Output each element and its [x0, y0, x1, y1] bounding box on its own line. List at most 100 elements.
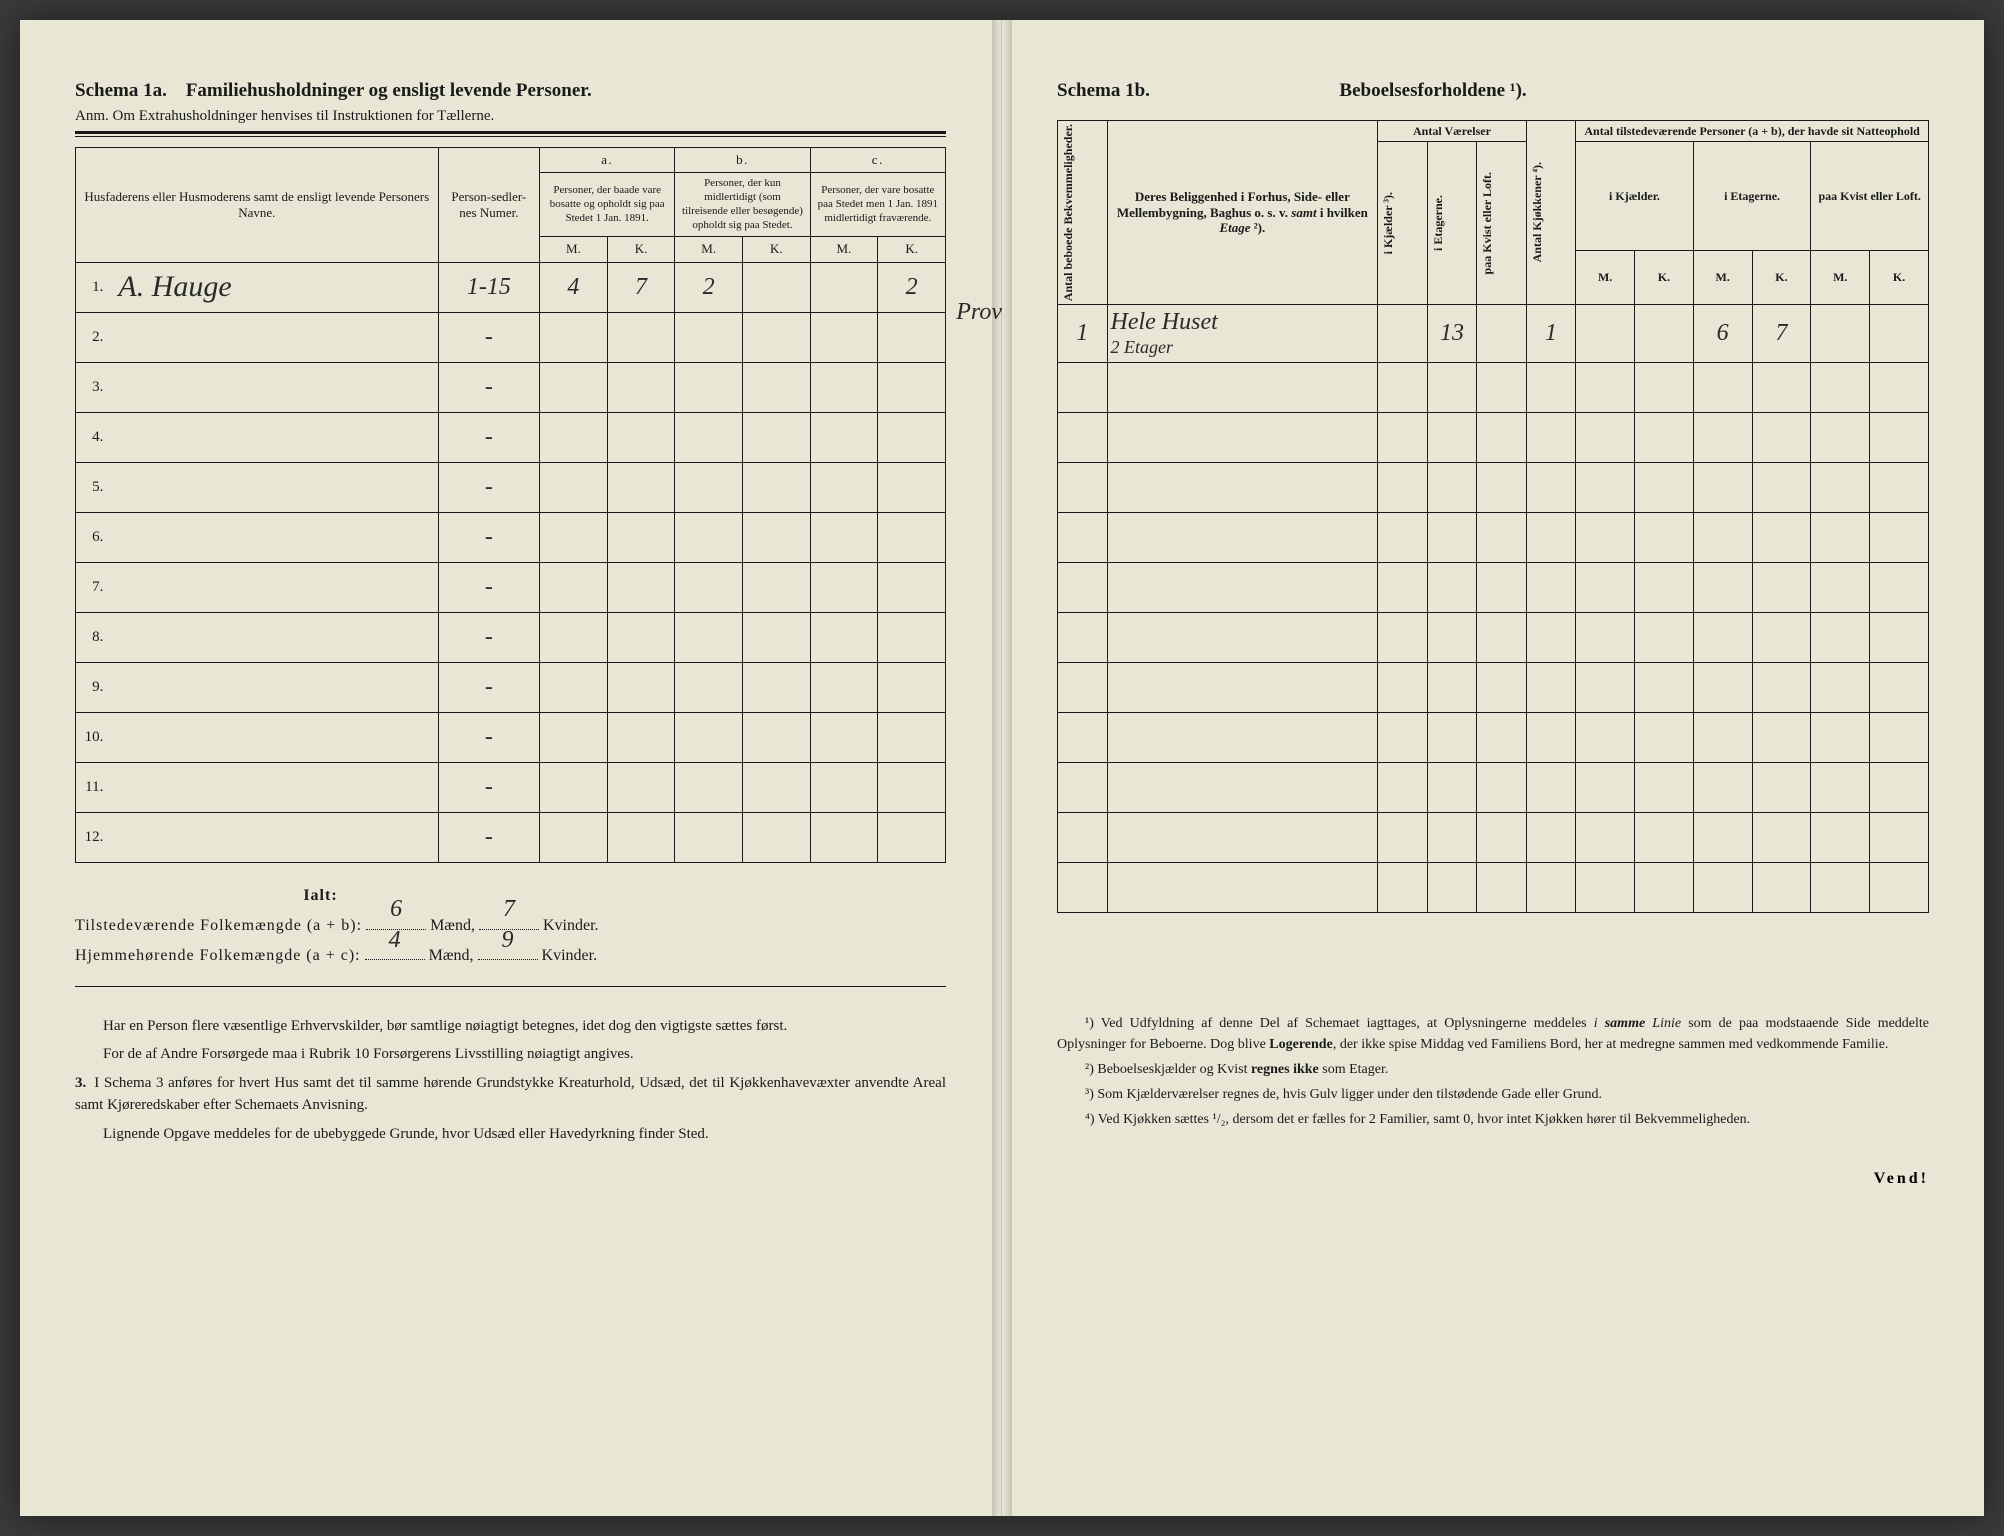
- cell: [113, 312, 438, 362]
- col-c-desc: Personer, der vare bosatte paa Stedet me…: [810, 173, 945, 237]
- col-k: K.: [878, 237, 946, 262]
- cell: [675, 512, 743, 562]
- cell: [540, 662, 608, 712]
- cell: 1: [1058, 305, 1108, 362]
- cell: [113, 762, 438, 812]
- cell: 6.: [76, 512, 114, 562]
- col-m: M.: [1576, 250, 1635, 305]
- cell: [810, 562, 878, 612]
- table-row: [1058, 812, 1929, 862]
- rule: [75, 986, 946, 987]
- handwritten: -: [485, 424, 493, 450]
- cell: 4: [540, 262, 608, 312]
- maend-label: Mænd,: [429, 947, 474, 964]
- cell: 12.: [76, 812, 114, 862]
- cell: 2.: [76, 312, 114, 362]
- cell: [878, 712, 946, 762]
- cell: 7: [607, 262, 675, 312]
- cell: -: [438, 812, 539, 862]
- table-row: 1 Hele Huset 2 Etager 13 1 6 7: [1058, 305, 1929, 362]
- cell: [675, 562, 743, 612]
- cell: [675, 812, 743, 862]
- cell: [878, 812, 946, 862]
- col-m: M.: [540, 237, 608, 262]
- table-row: 12. -: [76, 812, 946, 862]
- handwritten: -: [485, 674, 493, 700]
- cell: [675, 712, 743, 762]
- cell: 3.: [76, 362, 114, 412]
- cell: [540, 612, 608, 662]
- col-b-desc: Personer, der kun midlertidigt (som tilr…: [675, 173, 810, 237]
- cell: [1477, 305, 1527, 362]
- cell: [113, 562, 438, 612]
- cell: [1378, 305, 1428, 362]
- footnotes: ¹) Ved Udfyldning af denne Del af Schema…: [1057, 1013, 1929, 1130]
- handwritten: -: [485, 374, 493, 400]
- left-page: Schema 1a. Familiehusholdninger og ensli…: [20, 20, 1002, 1516]
- handwritten: -: [485, 574, 493, 600]
- cell: [743, 812, 811, 862]
- para: I Schema 3 anføres for hvert Hus samt de…: [75, 1075, 946, 1114]
- col-k: K.: [1635, 250, 1694, 305]
- cell: [607, 662, 675, 712]
- cell: [810, 712, 878, 762]
- cell: [810, 762, 878, 812]
- cell: [540, 512, 608, 562]
- schema-1b-table: Antal beboede Bekvemmeligheder. Deres Be…: [1057, 120, 1929, 913]
- document-spread: Schema 1a. Familiehusholdninger og ensli…: [20, 20, 1984, 1516]
- hjemme-k: 9: [502, 918, 514, 964]
- schema-1b-heading: Beboelsesforholdene ¹).: [1339, 80, 1526, 101]
- cell: 10.: [76, 712, 114, 762]
- para: For de af Andre Forsørgede maa i Rubrik …: [75, 1043, 946, 1066]
- cell: [810, 312, 878, 362]
- cell: [810, 462, 878, 512]
- cell: [607, 312, 675, 362]
- cell: [675, 612, 743, 662]
- cell: [878, 462, 946, 512]
- col-b: b.: [675, 148, 810, 173]
- table-row: 6.-: [76, 512, 946, 562]
- cell: [540, 762, 608, 812]
- table-row: [1058, 512, 1929, 562]
- cell: [675, 412, 743, 462]
- table-row: [1058, 712, 1929, 762]
- col-k: K.: [1752, 250, 1811, 305]
- cell: [540, 312, 608, 362]
- cell: 2: [878, 262, 946, 312]
- cell: [743, 662, 811, 712]
- table-row: 10. -: [76, 712, 946, 762]
- table-row: [1058, 562, 1929, 612]
- table-row: [1058, 362, 1929, 412]
- col-kjaelder: i Kjælder ³).: [1381, 192, 1395, 254]
- cell: -: [438, 712, 539, 762]
- cell: [810, 362, 878, 412]
- cell: [878, 412, 946, 462]
- right-page: Schema 1b. Beboelsesforholdene ¹). Antal…: [1002, 20, 1984, 1516]
- col-antal-vaer: Antal Værelser: [1378, 121, 1527, 142]
- cell: 7: [1752, 305, 1811, 362]
- table-row: [1058, 862, 1929, 912]
- table-row: 4. -: [76, 412, 946, 462]
- col-i-etagerne: i Etagerne.: [1693, 142, 1811, 250]
- cell: [607, 762, 675, 812]
- col-a: a.: [540, 148, 675, 173]
- cell: [878, 362, 946, 412]
- cell: [675, 312, 743, 362]
- cell: [743, 462, 811, 512]
- cell: [1811, 305, 1870, 362]
- table-row: 1.A. Hauge1-154722: [76, 262, 946, 312]
- cell: 4.: [76, 412, 114, 462]
- cell: [607, 612, 675, 662]
- table-row: [1058, 762, 1929, 812]
- cell: [743, 312, 811, 362]
- schema-1a-title: Schema 1a. Familiehusholdninger og ensli…: [75, 80, 946, 102]
- col-personer: Antal tilstedeværende Personer (a + b), …: [1576, 121, 1929, 142]
- col-k: K.: [1870, 250, 1929, 305]
- cell: 11.: [76, 762, 114, 812]
- handwritten: A. Hauge: [118, 270, 231, 303]
- col-m: M.: [1811, 250, 1870, 305]
- cell: [810, 662, 878, 712]
- cell: -: [438, 662, 539, 712]
- cell: [878, 312, 946, 362]
- handwritten: Hele Huset: [1111, 308, 1375, 337]
